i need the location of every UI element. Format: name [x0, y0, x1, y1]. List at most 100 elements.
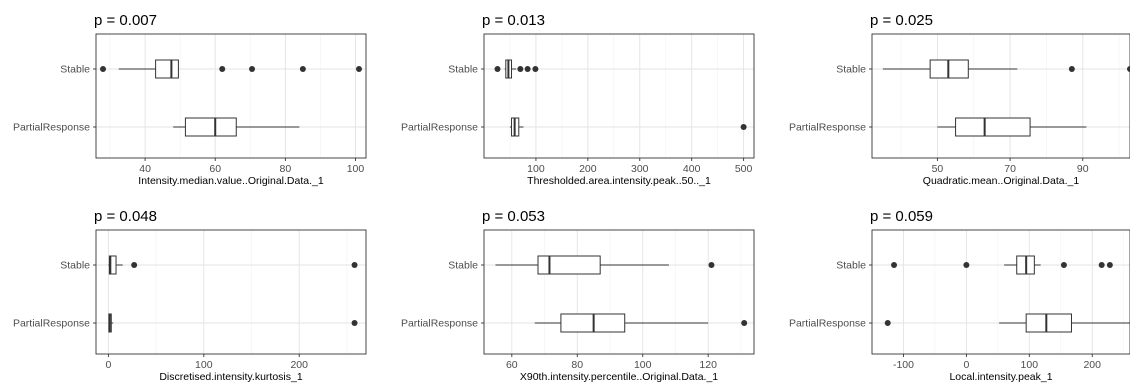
outlier-point: [249, 66, 256, 72]
panel-2: p = 0.013 Stable PartialResponse 100 200 300 4…: [401, 12, 755, 187]
panel-title: p = 0.053: [482, 208, 545, 225]
x-axis-title: Discretised.intensity.kurtosis_1: [159, 371, 303, 383]
panel-title: p = 0.013: [482, 12, 545, 29]
panel-border: [483, 229, 755, 355]
outlier-point: [740, 124, 747, 130]
box-partialresponse: [173, 117, 300, 137]
y-tick-label: Stable: [60, 260, 90, 272]
x-axis-title: X90th.intensity.percentile..Original.Dat…: [520, 371, 718, 383]
iqr-box: [184, 117, 237, 137]
outlier-point: [1060, 262, 1067, 268]
x-axis-title: Intensity.median.value..Original.Data._1: [138, 175, 324, 187]
outlier-point: [524, 66, 531, 72]
x-axis-title: Local.intensity.peak_1: [949, 371, 1052, 383]
x-tick-label: -100: [893, 359, 914, 371]
outlier-point: [891, 262, 898, 268]
x-tick-label: 200: [1083, 359, 1101, 371]
outlier-point: [1106, 262, 1113, 268]
panel-border: [95, 33, 367, 159]
x-tick-label: 200: [579, 163, 597, 175]
panel-5: p = 0.053 Stable PartialResponse 60 80 100 120…: [401, 208, 755, 383]
iqr-box: [1025, 313, 1072, 333]
panel-border: [483, 33, 755, 159]
x-tick-label: 100: [527, 163, 545, 175]
y-tick-label: Stable: [60, 64, 90, 76]
x-tick-label: 200: [290, 359, 308, 371]
y-tick-label: Stable: [836, 64, 866, 76]
y-tick-label: PartialResponse: [789, 122, 866, 134]
box-stable: [891, 255, 1113, 275]
x-tick-label: 80: [280, 163, 292, 175]
panel-border: [871, 33, 1130, 159]
x-tick-label: 300: [631, 163, 649, 175]
outlier-point: [1098, 262, 1105, 268]
outlier-point: [963, 262, 970, 268]
box-partialresponse: [108, 313, 358, 333]
y-tick-label: PartialResponse: [13, 318, 90, 330]
panel-border: [871, 229, 1130, 355]
x-tick-label: 400: [683, 163, 701, 175]
x-tick-label: 70: [1004, 163, 1016, 175]
outlier-point: [355, 66, 362, 72]
outlier-point: [351, 320, 358, 326]
x-tick-label: 100: [1021, 359, 1039, 371]
outlier-point: [532, 66, 539, 72]
x-tick-label: 100: [195, 359, 213, 371]
box-partialresponse: [534, 313, 748, 333]
x-tick-label: 120: [699, 359, 717, 371]
y-tick-label: Stable: [836, 260, 866, 272]
iqr-box: [537, 255, 601, 275]
panel-4: p = 0.048 Stable PartialResponse 0 100 200Dis…: [13, 208, 367, 383]
box-partialresponse: [937, 117, 1087, 137]
x-tick-label: 0: [105, 359, 111, 371]
box-stable: [494, 59, 539, 79]
outlier-point: [1068, 66, 1075, 72]
outlier-point: [517, 66, 524, 72]
outlier-point: [708, 262, 715, 268]
iqr-box: [155, 59, 179, 79]
outlier-point: [100, 66, 107, 72]
outlier-point: [131, 262, 138, 268]
y-tick-label: PartialResponse: [401, 318, 478, 330]
panel-1: p = 0.007 Stable PartialResponse 40 60 80 100 I…: [13, 12, 367, 187]
panel-title: p = 0.007: [94, 12, 157, 29]
x-tick-label: 80: [571, 359, 583, 371]
panel-border: [95, 229, 367, 355]
x-tick-label: 50: [932, 163, 944, 175]
box-stable: [108, 255, 358, 275]
box-partialresponse: [884, 313, 1130, 333]
x-tick-label: 500: [735, 163, 753, 175]
outlier-point: [884, 320, 891, 326]
x-tick-label: 40: [139, 163, 151, 175]
y-tick-label: Stable: [448, 260, 478, 272]
box-partialresponse: [509, 117, 747, 137]
box-stable: [100, 59, 362, 79]
panel-6: p = 0.059 Stable PartialResponse -100 0 100 20…: [789, 208, 1130, 383]
x-tick-label: 60: [209, 163, 221, 175]
y-tick-label: PartialResponse: [13, 122, 90, 134]
x-axis-title: Thresholded.area.intensity.peak..50.._1: [527, 175, 711, 187]
panel-title: p = 0.025: [870, 12, 933, 29]
outlier-point: [351, 262, 358, 268]
iqr-box: [955, 117, 1031, 137]
x-tick-label: 0: [963, 359, 969, 371]
outlier-point: [299, 66, 306, 72]
x-tick-label: 90: [1077, 163, 1089, 175]
outlier-point: [1127, 66, 1130, 72]
y-tick-label: Stable: [448, 64, 478, 76]
panel-3: p = 0.025 Stable PartialResponse 50 70 90Quad…: [789, 12, 1130, 187]
x-tick-label: 100: [634, 359, 652, 371]
box-stable: [882, 59, 1130, 79]
outlier-point: [741, 320, 748, 326]
x-tick-label: 100: [347, 163, 365, 175]
x-axis-title: Quadratic.mean..Original.Data._1: [923, 175, 1080, 187]
box-stable: [495, 255, 715, 275]
panel-title: p = 0.059: [870, 208, 933, 225]
x-tick-label: 60: [506, 359, 518, 371]
outlier-point: [494, 66, 501, 72]
y-tick-label: PartialResponse: [401, 122, 478, 134]
y-tick-label: PartialResponse: [789, 318, 866, 330]
outlier-point: [219, 66, 226, 72]
panel-title: p = 0.048: [94, 208, 157, 225]
